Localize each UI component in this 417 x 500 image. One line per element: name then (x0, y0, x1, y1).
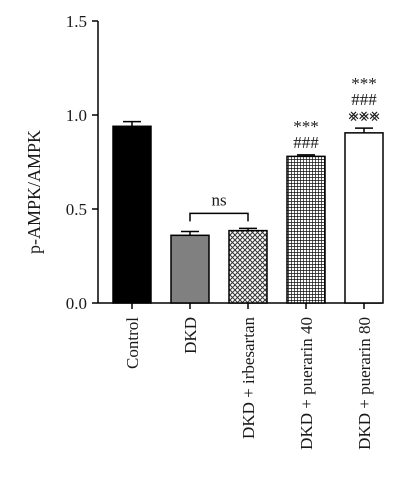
y-axis-title: p-AMPK/AMPK (24, 130, 44, 254)
category-label-4: DKD + puerarin 80 (355, 317, 374, 450)
y-tick-label: 1.0 (66, 106, 87, 125)
ns-comparison-bracket: ns (189, 190, 249, 222)
bar-1 (170, 234, 210, 304)
category-label-1: DKD (181, 317, 200, 354)
category-label-0: Control (123, 317, 142, 369)
ns-label: ns (211, 190, 226, 209)
category-label-2: DKD + irbesartan (239, 317, 258, 439)
y-tick-label: 1.5 (66, 12, 87, 31)
y-axis-title-group: p-AMPK/AMPK (24, 130, 44, 254)
significance-mark: ### (293, 133, 319, 152)
bar-4 (344, 132, 384, 304)
ns-bracket (189, 212, 249, 222)
bar-3 (286, 155, 326, 304)
significance-mark: ⨳⨳⨳ (348, 106, 380, 125)
significance-mark: *** (293, 117, 319, 136)
significance-mark: ### (351, 90, 377, 109)
significance-annotations: ***###***###⨳⨳⨳ (293, 74, 380, 152)
y-tick-label: 0.5 (66, 200, 87, 219)
category-label-3: DKD + puerarin 40 (297, 317, 316, 450)
x-axis (98, 302, 382, 309)
significance-mark: *** (351, 74, 377, 93)
category-labels: Control DKD DKD + irbesartan DKD + puerarin… (123, 317, 374, 450)
bar-0 (112, 125, 152, 304)
y-axis: 0.0 0.5 1.0 1.5 (66, 12, 99, 313)
bar-2 (228, 229, 268, 304)
error-bars (123, 120, 373, 236)
bars (112, 125, 384, 304)
y-tick-label: 0.0 (66, 294, 87, 313)
